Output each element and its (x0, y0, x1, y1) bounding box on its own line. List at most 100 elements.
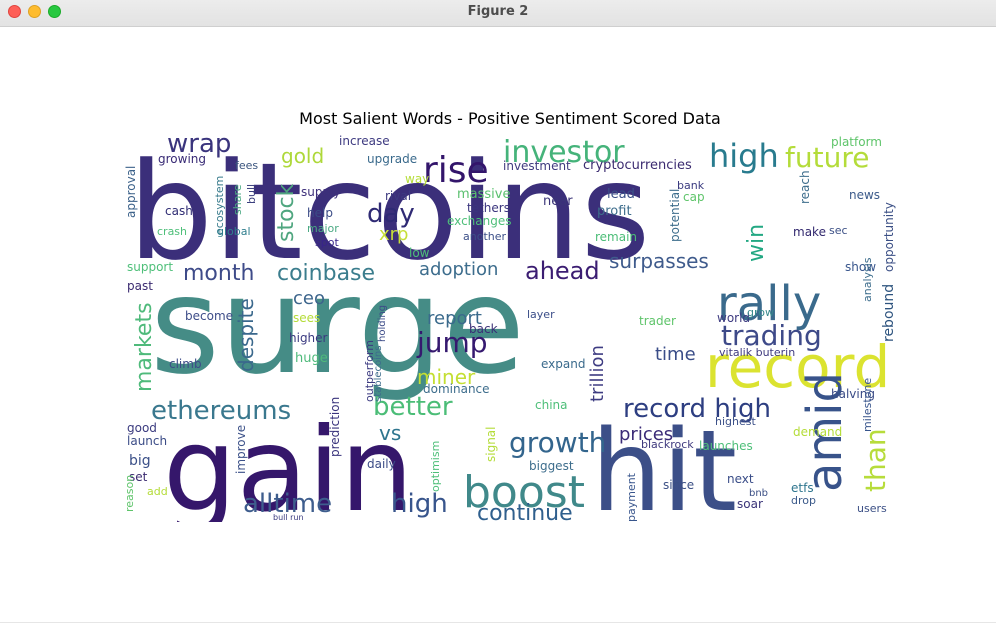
minimize-window-button[interactable] (28, 5, 41, 18)
word-continue: continue (477, 501, 573, 522)
word-win: win (744, 224, 769, 262)
word-gold: gold (281, 144, 324, 168)
word-hit: hit (591, 407, 737, 522)
word-high: high (391, 489, 448, 519)
word-bull-run: bull run (273, 513, 304, 522)
word-daily: daily (367, 457, 396, 471)
word-demand: demand (793, 425, 842, 439)
word-massive: massive (457, 187, 510, 202)
word-upgrade: upgrade (367, 152, 417, 166)
word-jump: jump (416, 326, 488, 359)
word-remain: remain (595, 230, 637, 244)
word-add: add (147, 485, 168, 498)
word-trader: trader (639, 314, 676, 328)
word-trading: trading (721, 319, 822, 352)
word-rise: rise (423, 150, 489, 191)
word-milestone: milestone (861, 378, 874, 432)
word-news: news (849, 188, 880, 202)
word-fees: fees (235, 159, 258, 172)
word-outperform: outperform (363, 340, 376, 402)
word-growing: growing (158, 152, 206, 166)
word-tethers: tethers (467, 201, 510, 215)
word-analysis: analysis (861, 257, 874, 302)
word-than: than (859, 428, 892, 492)
word-soar: soar (737, 497, 763, 511)
word-china: china (535, 398, 568, 412)
word-prediction: prediction (328, 397, 342, 457)
word-prices: prices (619, 424, 673, 445)
word-expand: expand (541, 357, 585, 371)
word-future: future (785, 141, 869, 174)
word-growth: growth (509, 426, 606, 459)
word-day: day (367, 199, 415, 229)
word-low: low (409, 246, 430, 260)
word-investment: investment (503, 159, 571, 173)
word-payment: payment (625, 472, 638, 522)
word-ahead: ahead (525, 257, 600, 285)
word-launch: launch (127, 434, 167, 448)
window-bottom-edge (0, 622, 996, 623)
word-profit: profit (597, 204, 632, 219)
word-make: make (793, 225, 826, 239)
word-biggest: biggest (529, 459, 574, 473)
word-despite: despite (234, 298, 258, 372)
close-window-button[interactable] (8, 5, 21, 18)
word-since: since (663, 478, 694, 492)
word-approval: approval (124, 166, 138, 218)
word-past: past (127, 279, 153, 293)
word-surpasses: surpasses (609, 249, 709, 273)
word-way: way (405, 172, 429, 186)
word-cap: cap (683, 190, 705, 204)
word-rebound: rebound (881, 284, 897, 342)
word-huge: huge (295, 351, 328, 366)
word-gain: gain (163, 403, 413, 522)
word-cash: cash (165, 204, 193, 218)
word-xrp: xrp (379, 224, 408, 245)
word-adoption: adoption (419, 259, 498, 280)
word-month: month (183, 261, 254, 286)
word-ethereums: ethereums (151, 396, 291, 426)
word-global: global (217, 225, 251, 238)
word-launches: launches (699, 439, 753, 453)
word-rally: rally (717, 276, 821, 332)
plot-title: Most Salient Words - Positive Sentiment … (299, 109, 721, 128)
word-wrap: wrap (167, 132, 231, 159)
word-signal: signal (484, 427, 498, 463)
word-support: support (127, 260, 173, 274)
word-alltime: alltime (243, 489, 332, 519)
word-near: near (543, 194, 573, 209)
word-opportunity: opportunity (882, 202, 896, 272)
word-markets: markets (132, 302, 157, 392)
word-reach: reach (798, 170, 812, 204)
word-surge: surge (150, 248, 525, 404)
word-halving: halving (831, 387, 875, 401)
word-set: set (129, 470, 148, 484)
word-help: help (307, 206, 333, 220)
word-layer: layer (527, 308, 555, 321)
word-become: become (185, 309, 233, 323)
word-rival: rival (385, 189, 411, 203)
word-good: good (127, 421, 157, 435)
window-titlebar: Figure 2 (0, 0, 996, 27)
word-vs: vs (379, 421, 401, 445)
word-lead: lead (607, 187, 635, 202)
word-sees: sees (293, 311, 320, 325)
word-better: better (373, 392, 453, 422)
word-exchanges: exchanges (447, 214, 511, 228)
window-title: Figure 2 (467, 4, 529, 19)
word-bnb: bnb (749, 488, 768, 499)
word-supply: supply (301, 185, 341, 199)
word-investor: investor (503, 135, 625, 170)
word-ecosystem: ecosystem (213, 176, 226, 235)
word-report: report (427, 308, 482, 329)
word-back: back (469, 322, 498, 336)
word-bank: bank (677, 179, 705, 192)
word-record: record (705, 333, 890, 401)
word-world: world (717, 311, 750, 325)
word-users: users (857, 502, 887, 515)
maximize-window-button[interactable] (48, 5, 61, 18)
word-share: share (231, 184, 244, 215)
word-climb: climb (169, 357, 202, 371)
